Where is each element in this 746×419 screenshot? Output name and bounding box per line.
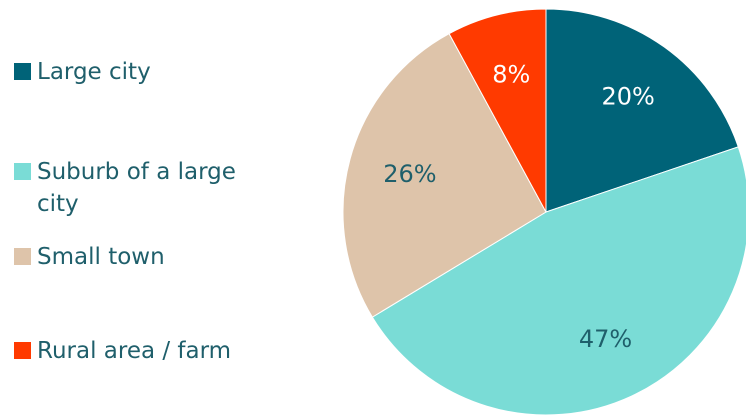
pie-label-1: 47% bbox=[579, 325, 632, 353]
legend-swatch-rural-area bbox=[14, 342, 31, 359]
legend-label-small-town: Small town bbox=[37, 244, 165, 270]
legend-label-large-city: Large city bbox=[37, 59, 151, 85]
pie-slice-0 bbox=[545, 8, 739, 213]
pie-slice-1 bbox=[371, 146, 746, 416]
legend-item-rural-area: Rural area / farm bbox=[14, 335, 269, 367]
legend-item-suburb: Suburb of a large city bbox=[14, 156, 269, 220]
legend: Large city Suburb of a large city Small … bbox=[14, 0, 294, 415]
pie-slice-3 bbox=[448, 8, 547, 213]
pie-slice-2 bbox=[342, 32, 547, 318]
legend-swatch-small-town bbox=[14, 248, 31, 265]
pie-label-3: 8% bbox=[492, 60, 530, 88]
legend-swatch-suburb bbox=[14, 163, 31, 180]
legend-label-suburb: Suburb of a large city bbox=[37, 159, 236, 217]
legend-item-small-town: Small town bbox=[14, 241, 269, 273]
legend-swatch-large-city bbox=[14, 63, 31, 80]
legend-item-large-city: Large city bbox=[14, 56, 269, 88]
pie-label-0: 20% bbox=[602, 82, 655, 110]
legend-label-rural-area: Rural area / farm bbox=[37, 338, 232, 364]
pie-label-2: 26% bbox=[383, 160, 436, 188]
